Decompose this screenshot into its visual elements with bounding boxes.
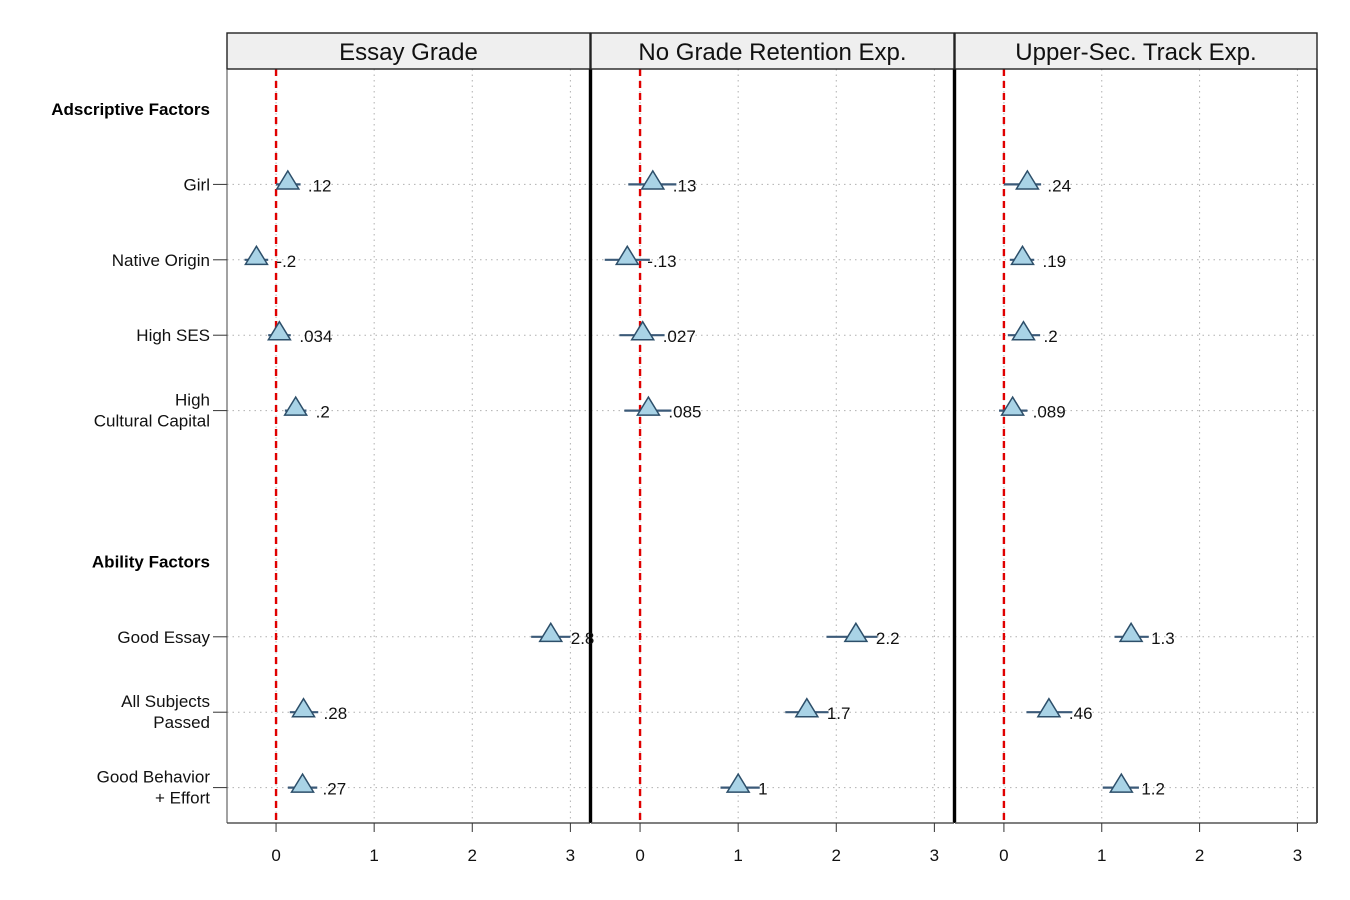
value-label: .13 [673, 176, 697, 195]
x-tick-label: 2 [468, 846, 477, 865]
row-labels: Adscriptive Factors Ability Factors Girl Na… [51, 69, 228, 823]
x-tick-label: 3 [566, 846, 575, 865]
row-label: High [175, 391, 210, 410]
value-label: -.2 [276, 252, 296, 271]
value-label: .2 [316, 403, 330, 422]
x-tick-label: 0 [635, 846, 644, 865]
value-label: .034 [299, 327, 332, 346]
coefficient-marker [725, 772, 751, 793]
row-label: Cultural Capital [94, 412, 210, 431]
value-label: 1 [758, 780, 767, 799]
section-label: Adscriptive Factors [51, 100, 210, 119]
coefficient-marker [283, 395, 309, 416]
grid-layer [227, 69, 1317, 823]
row-label: Good Behavior [97, 768, 211, 787]
coefficient-marker [538, 621, 564, 643]
coefficient-marker [267, 320, 292, 341]
coefficient-marker [640, 169, 666, 190]
data-points: .12 -.2 .034 .2 2.8 .28 .27 .13 -.13 .027 .085 2.2 1… [244, 169, 1175, 799]
x-tick-label: 1 [369, 846, 378, 865]
coefficient-marker [1000, 395, 1025, 416]
value-label: .28 [324, 704, 348, 723]
section-label: Ability Factors [92, 552, 210, 571]
panel-strips: Essay Grade No Grade Retention Exp. Upper-… [226, 32, 1318, 70]
value-label: .24 [1047, 176, 1071, 195]
value-label: 1.7 [827, 704, 851, 723]
reference-lines [274, 69, 1006, 823]
coefficient-marker [614, 244, 640, 266]
coefficient-marker [1015, 169, 1040, 190]
coefficient-marker [275, 169, 301, 190]
value-label: .089 [1033, 403, 1066, 422]
row-label: Girl [184, 175, 210, 194]
panel-title: Essay Grade [339, 39, 478, 66]
coefficient-marker [636, 395, 661, 416]
coefficient-marker [1010, 244, 1035, 266]
coefficient-marker [794, 697, 820, 718]
x-tick-label: 3 [930, 846, 939, 865]
value-label: .027 [663, 327, 696, 346]
row-label: All Subjects [121, 692, 210, 711]
x-tick-label: 1 [733, 846, 742, 865]
x-tick-label: 3 [1293, 846, 1302, 865]
panel-title: No Grade Retention Exp. [638, 39, 906, 66]
x-tick-label: 2 [832, 846, 841, 865]
value-label: 1.2 [1141, 780, 1165, 799]
panel-frames [226, 69, 1318, 824]
panel-strip [954, 32, 1318, 70]
panel-strip [226, 32, 591, 70]
coefficient-marker [1036, 697, 1062, 718]
coefficient-marker [630, 320, 656, 341]
x-tick-label: 0 [999, 846, 1008, 865]
value-label: 2.8 [571, 629, 595, 648]
panel-title: Upper-Sec. Track Exp. [1015, 39, 1256, 66]
panel-strip [590, 32, 955, 70]
row-label: + Effort [155, 789, 210, 808]
value-label: .085 [668, 403, 701, 422]
coefficient-marker [843, 621, 869, 643]
value-label: .19 [1043, 252, 1067, 271]
value-label: .12 [308, 176, 332, 195]
value-label: 1.3 [1151, 629, 1175, 648]
coefficient-marker [1118, 621, 1144, 643]
row-label: Passed [153, 713, 210, 732]
x-tick-label: 2 [1195, 846, 1204, 865]
row-label: Native Origin [112, 251, 210, 270]
value-label: -.13 [647, 252, 676, 271]
row-label: High SES [136, 326, 210, 345]
x-axis: 0 1 2 3 0 1 2 3 0 1 2 3 [271, 823, 1302, 865]
coefficient-marker [1011, 320, 1036, 341]
coefficient-marker [291, 697, 316, 718]
x-tick-label: 0 [271, 846, 280, 865]
coefficient-marker [1108, 772, 1134, 793]
row-label: Good Essay [117, 628, 210, 647]
value-label: .27 [323, 780, 347, 799]
coefficient-marker [244, 244, 269, 266]
coefficient-marker [290, 772, 315, 793]
value-label: .46 [1069, 704, 1093, 723]
value-label: 2.2 [876, 629, 900, 648]
value-label: .2 [1043, 327, 1057, 346]
x-tick-label: 1 [1097, 846, 1106, 865]
